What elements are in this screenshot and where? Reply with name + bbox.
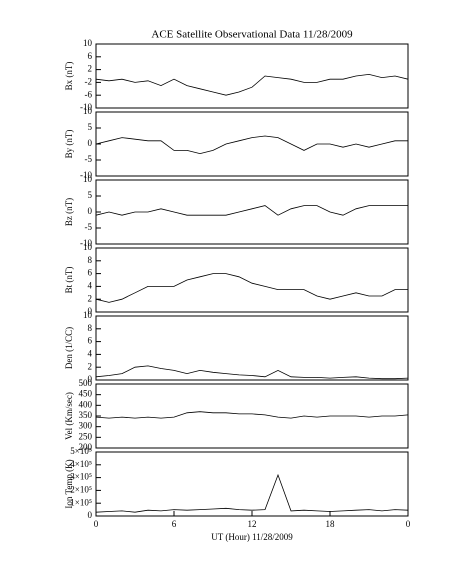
y-axis-label: Den (1/CC) bbox=[64, 327, 74, 369]
y-tick-label: 450 bbox=[79, 389, 93, 399]
y-axis-label: By (nT) bbox=[64, 130, 74, 159]
y-tick-label: 6 bbox=[88, 51, 93, 61]
y-tick-label: 8 bbox=[88, 255, 93, 265]
x-tick-label: 18 bbox=[326, 519, 336, 529]
x-axis-label: UT (Hour) 11/28/2009 bbox=[211, 532, 293, 542]
x-tick-label: 6 bbox=[172, 519, 177, 529]
y-tick-label: -10 bbox=[80, 102, 92, 112]
y-tick-label: 500 bbox=[79, 378, 93, 388]
plot-frame bbox=[95, 43, 409, 109]
y-tick-label: 10 bbox=[83, 310, 93, 320]
y-tick-label: 6 bbox=[88, 336, 93, 346]
plot-frame bbox=[95, 111, 409, 177]
y-tick-label: 2×10⁵ bbox=[70, 484, 92, 494]
y-tick-label: 2 bbox=[88, 293, 93, 303]
plot-frame bbox=[95, 451, 409, 517]
y-tick-label: 1×10⁵ bbox=[70, 497, 92, 507]
y-tick-label: 400 bbox=[79, 399, 93, 409]
y-tick-label: 10 bbox=[83, 242, 93, 252]
x-tick-label: 0 bbox=[94, 519, 99, 529]
y-tick-label: -10 bbox=[80, 170, 92, 180]
y-tick-label: 250 bbox=[79, 431, 93, 441]
y-tick-label: 4×10⁵ bbox=[70, 459, 92, 469]
y-tick-label: 4 bbox=[88, 348, 93, 358]
y-tick-label: 0 bbox=[88, 510, 93, 520]
plot-frame bbox=[95, 247, 409, 313]
y-tick-label: 0 bbox=[88, 206, 93, 216]
data-line bbox=[95, 273, 408, 303]
y-tick-label: 0 bbox=[88, 306, 93, 316]
data-line bbox=[95, 205, 408, 216]
y-tick-label: 10 bbox=[83, 106, 93, 116]
y-tick-label: 2 bbox=[88, 361, 93, 371]
data-line bbox=[95, 135, 408, 155]
y-tick-label: 350 bbox=[79, 410, 93, 420]
y-tick-label: 2 bbox=[88, 64, 93, 74]
data-line bbox=[95, 411, 409, 419]
chart-title: ACE Satellite Observational Data 11/28/2… bbox=[151, 29, 353, 41]
y-tick-label: 0 bbox=[88, 374, 93, 384]
y-tick-label: 10 bbox=[83, 174, 93, 184]
y-axis-label: Bz (nT) bbox=[64, 198, 74, 226]
y-tick-label: 8 bbox=[88, 323, 93, 333]
y-tick-label: -2 bbox=[85, 76, 93, 86]
y-tick-label: 300 bbox=[79, 421, 93, 431]
y-tick-label: 0 bbox=[88, 138, 93, 148]
y-tick-label: 10 bbox=[83, 38, 93, 48]
y-axis-label: Vel (Km/sec) bbox=[64, 392, 74, 440]
y-axis-label: Bt (nT) bbox=[64, 267, 74, 294]
plot-frame bbox=[95, 315, 409, 381]
plot-frame bbox=[95, 383, 409, 449]
y-tick-label: 5×10⁵ bbox=[70, 446, 92, 456]
x-tick-label: 12 bbox=[248, 519, 257, 529]
x-tick-label: 0 bbox=[406, 519, 411, 529]
y-tick-label: -5 bbox=[85, 154, 93, 164]
y-tick-label: 200 bbox=[79, 442, 93, 452]
data-line bbox=[95, 73, 409, 96]
y-tick-label: -6 bbox=[85, 89, 93, 99]
y-tick-label: 4 bbox=[88, 280, 93, 290]
y-tick-label: 5 bbox=[88, 190, 93, 200]
y-tick-label: 3×10⁵ bbox=[70, 472, 92, 482]
y-tick-label: 6 bbox=[88, 268, 93, 278]
y-tick-label: 5 bbox=[88, 122, 93, 132]
y-axis-label: Ion Temp (K) bbox=[64, 459, 74, 508]
y-tick-label: -5 bbox=[85, 222, 93, 232]
y-axis-label: Bx (nT) bbox=[64, 62, 74, 91]
data-line bbox=[95, 473, 409, 513]
y-tick-label: -10 bbox=[80, 238, 92, 248]
data-line bbox=[95, 365, 409, 380]
